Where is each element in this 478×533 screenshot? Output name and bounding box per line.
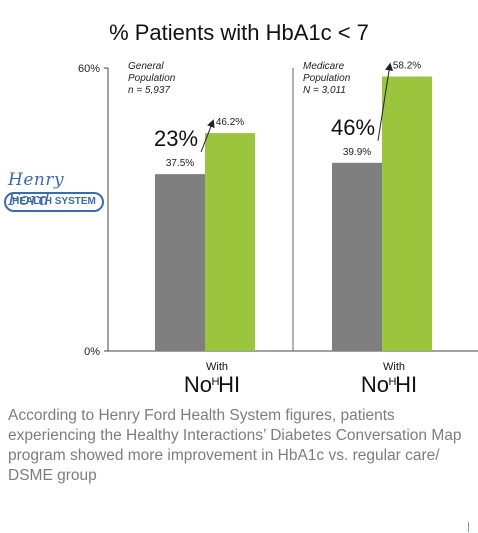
bar-value-label: 58.2% [393,60,421,71]
population-label-line2: Population [128,73,176,84]
population-label-line1: General [128,61,164,72]
caption-text: According to Henry Ford Health System fi… [8,407,462,484]
x-label-sub: HI [389,376,400,388]
x-label-main: No HI [361,372,417,397]
population-label-line3: N = 3,011 [303,85,346,96]
bar-value-label: 46.2% [216,117,244,128]
corner-mark [468,522,469,532]
bar [382,76,432,352]
population-label-line1: Medicare [303,61,345,72]
bar [155,174,205,351]
increase-arrow [377,62,394,141]
x-label-super: With [206,361,228,373]
y-tick-label-max: 60% [78,63,100,75]
increase-percent-label: 23% [154,126,198,151]
population-label-line2: Population [303,73,351,84]
population-label-line3: n = 5,937 [128,85,170,96]
increase-arrow [200,119,215,153]
logo-script-text: Henry Ford [8,170,65,210]
bar-value-label: 37.5% [166,158,194,169]
logo-pill-text: HEALTH SYSTEM [4,192,104,212]
x-label-sub: HI [212,376,223,388]
bar-value-label: 39.9% [343,147,371,158]
increase-percent-label: 46% [331,115,375,140]
henry-ford-logo: Henry Ford HEALTH SYSTEM [4,170,104,220]
chart-title: % Patients with HbA1c < 7 [109,20,369,45]
bar [332,162,382,351]
x-label-super: With [383,361,405,373]
x-label-main: No HI [184,372,240,397]
bar [205,133,255,351]
y-tick-label-min: 0% [84,346,100,358]
